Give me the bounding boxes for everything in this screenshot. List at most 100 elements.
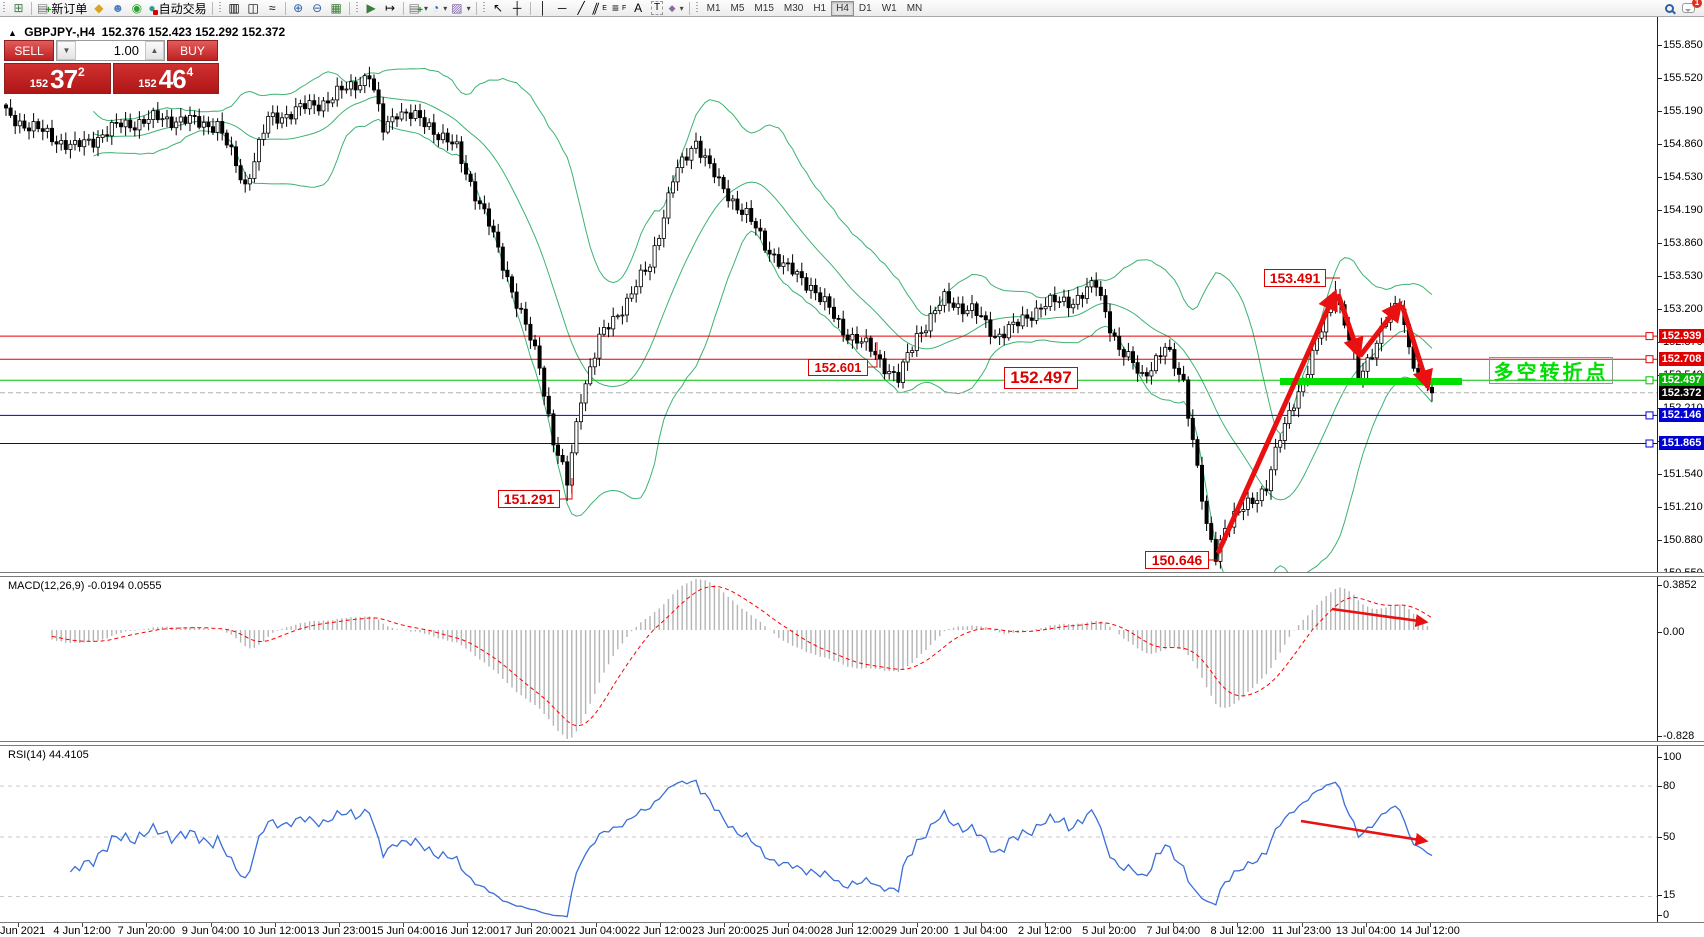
shapes-tool-button[interactable]: ◆ ▾ xyxy=(667,0,686,16)
axis-tick xyxy=(1657,210,1662,211)
main-price-chart[interactable] xyxy=(0,17,1704,572)
sell-price-big: 37 xyxy=(50,64,78,94)
timeframe-m30-button[interactable]: M30 xyxy=(779,1,808,16)
axis-tick xyxy=(1657,632,1662,633)
axis-tick xyxy=(1657,585,1662,586)
accounts-button[interactable]: ☻ xyxy=(108,0,127,16)
bar-chart-mode-button[interactable]: ▥ xyxy=(225,0,244,16)
price-annotation-152.601[interactable]: 152.601 xyxy=(808,359,868,376)
timeframe-m1-button[interactable]: M1 xyxy=(702,1,726,16)
autotrading-button[interactable]: ● 自动交易 xyxy=(146,0,208,16)
axis-tick xyxy=(1657,895,1662,896)
auto-scroll-button[interactable]: ▶ xyxy=(362,0,381,16)
axis-tick-label: 0.3852 xyxy=(1663,579,1697,591)
axis-tick-label: 154.530 xyxy=(1663,171,1703,183)
symbol-ohlc: 152.376 152.423 152.292 152.372 xyxy=(101,25,286,39)
line-chart-mode-button[interactable]: ≈ xyxy=(263,0,282,16)
new-chart-button[interactable]: ⊞ xyxy=(9,0,28,16)
notifications-button[interactable]: 1 xyxy=(1679,0,1702,16)
chart-shift-icon: ↦ xyxy=(385,1,396,15)
axis-tick xyxy=(1657,474,1662,475)
timeframe-d1-button[interactable]: D1 xyxy=(854,1,877,16)
time-tick xyxy=(403,923,405,927)
axis-tick-label: 151.540 xyxy=(1663,468,1703,480)
periods-button[interactable]: ◔ ▾ xyxy=(430,0,449,16)
price-annotation-152.497[interactable]: 152.497 xyxy=(1004,367,1078,389)
price-annotation-150.646[interactable]: 150.646 xyxy=(1145,551,1209,569)
one-click-trading-panel: SELL ▼ 1.00 ▲ BUY 152 37 2 152 46 4 xyxy=(4,40,219,94)
axis-tick-label: 155.190 xyxy=(1663,105,1703,117)
time-label: 8 Jul 12:00 xyxy=(1210,925,1265,937)
toolbar-separator xyxy=(475,1,477,15)
zoom-out-button[interactable]: ⊖ xyxy=(308,0,327,16)
toolbar-grip[interactable] xyxy=(2,2,7,14)
toolbar-separator xyxy=(688,1,690,15)
timeframe-m5-button[interactable]: M5 xyxy=(726,1,750,16)
text-tool-button[interactable]: A xyxy=(629,0,648,16)
sell-button[interactable]: SELL xyxy=(4,40,54,61)
new-chart-icon: ⊞ xyxy=(13,1,24,15)
toolbar-grip[interactable] xyxy=(217,2,223,14)
time-axis[interactable]: 3 Jun 2021 4 Jun 12:00 7 Jun 20:00 9 Jun 04… xyxy=(0,922,1704,937)
time-tick xyxy=(338,923,340,927)
axis-tick-label: 150.880 xyxy=(1663,534,1703,546)
trendline-tool-button[interactable]: ╱ xyxy=(572,0,591,16)
cursor-tool-button[interactable]: ↖ xyxy=(489,0,508,16)
price-badge-151.865: 151.865 xyxy=(1659,436,1704,450)
axis-tick xyxy=(1657,915,1662,916)
axis-tick-label: 155.850 xyxy=(1663,39,1703,51)
chart-shift-button[interactable]: ↦ xyxy=(381,0,400,16)
crosshair-tool-button[interactable]: ┼ xyxy=(508,0,527,16)
axis-tick-label: 100 xyxy=(1663,751,1682,763)
horizontal-line-tool-button[interactable]: ─ xyxy=(553,0,572,16)
time-label: 28 Jun 12:00 xyxy=(820,925,885,937)
signal-button[interactable]: ◉ xyxy=(127,0,146,16)
pane-separator[interactable] xyxy=(0,572,1704,577)
chevron-down-icon: ▾ xyxy=(423,3,428,13)
rsi-indicator-pane[interactable] xyxy=(0,746,1704,922)
horizontal-line-icon: ─ xyxy=(557,1,567,15)
collapse-triangle-icon[interactable]: ▲ xyxy=(8,28,17,38)
sell-price[interactable]: 152 37 2 xyxy=(4,63,111,94)
chat-bubble-icon xyxy=(1682,3,1695,13)
tile-windows-button[interactable]: ▦ xyxy=(327,0,346,16)
time-label: 21 Jun 04:00 xyxy=(563,925,628,937)
candlestick-mode-button[interactable]: ◫ xyxy=(244,0,263,16)
toolbar-grip[interactable] xyxy=(354,2,360,14)
zoom-in-button[interactable]: ⊕ xyxy=(289,0,308,16)
price-badge-152.372: 152.372 xyxy=(1659,386,1704,400)
price-annotation-151.291[interactable]: 151.291 xyxy=(498,490,560,508)
time-label: 3 Jun 2021 xyxy=(0,925,46,937)
fibonacci-tool-button[interactable]: ≡ F xyxy=(610,0,629,16)
toolbar-grip[interactable] xyxy=(694,2,700,14)
channel-tool-button[interactable]: ∥ E xyxy=(591,0,610,16)
volume-decrease-button[interactable]: ▼ xyxy=(57,41,76,60)
axis-tick xyxy=(1657,507,1662,508)
time-tick xyxy=(1429,923,1431,927)
buy-button[interactable]: BUY xyxy=(167,40,218,61)
macd-indicator-pane[interactable] xyxy=(0,577,1704,741)
label-tool-button[interactable]: T xyxy=(648,0,667,16)
pane-separator[interactable] xyxy=(0,741,1704,746)
chevron-down-icon: ▾ xyxy=(466,3,471,13)
indicators-button[interactable]: ▤ + ▾ xyxy=(407,0,430,16)
price-annotation-153.491[interactable]: 153.491 xyxy=(1264,269,1326,287)
toolbar-grip[interactable] xyxy=(481,2,487,14)
vertical-line-tool-button[interactable]: │ xyxy=(534,0,553,16)
volume-increase-button[interactable]: ▲ xyxy=(145,41,164,60)
new-order-button[interactable]: ▤ + 新订单 xyxy=(35,0,89,17)
timeframe-mn-button[interactable]: MN xyxy=(902,1,928,16)
volume-value[interactable]: 1.00 xyxy=(113,43,139,58)
market-watch-button[interactable]: ◆ xyxy=(89,0,108,16)
axis-tick xyxy=(1657,786,1662,787)
time-tick xyxy=(980,923,982,927)
templates-button[interactable]: ▨ ▾ xyxy=(449,0,472,16)
timeframe-h4-button[interactable]: H4 xyxy=(831,0,854,16)
buy-price[interactable]: 152 46 4 xyxy=(112,63,219,94)
search-button[interactable] xyxy=(1660,0,1679,16)
timeframe-w1-button[interactable]: W1 xyxy=(877,1,902,16)
timeframe-m15-button[interactable]: M15 xyxy=(749,1,778,16)
cn-annotation-turning-point[interactable]: 多空转折点 xyxy=(1489,357,1613,384)
timeframe-h1-button[interactable]: H1 xyxy=(808,1,831,16)
time-tick xyxy=(788,923,790,927)
